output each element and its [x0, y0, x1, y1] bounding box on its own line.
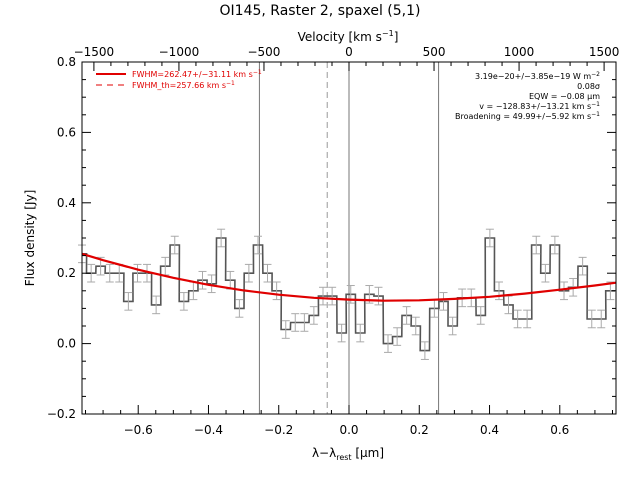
x-tick-label: −0.2	[264, 423, 293, 437]
x-axis-label-sub: rest	[336, 453, 351, 462]
annotation: Broadening = 49.99+/−5.92 km s−1	[455, 111, 600, 121]
x-tick-label: 0.2	[410, 423, 429, 437]
y-tick-label: 0.6	[57, 125, 76, 139]
top-axis-label: Velocity [km s−1]	[298, 29, 399, 44]
legend-label: FWHM=262.47+/−31.11 km s−1	[132, 69, 262, 79]
annotation-text: 3.19e−20+/−3.85e−19 W m	[475, 72, 591, 81]
y-tick-label: 0.0	[57, 337, 76, 351]
x-tick-label: −0.4	[194, 423, 223, 437]
top-tick-label: 1500	[589, 45, 620, 59]
top-tick-label: −1500	[74, 45, 115, 59]
x-axis-label: λ−λrest [μm]	[312, 446, 384, 462]
legend-label-text: FWHM=262.47+/−31.11 km s	[132, 70, 253, 79]
y-tick-label: 0.4	[57, 196, 76, 210]
x-axis-label-text: λ−λ	[312, 446, 336, 460]
top-tick-label: 0	[345, 45, 353, 59]
y-tick-label: 0.2	[57, 266, 76, 280]
top-tick-label: 1000	[504, 45, 535, 59]
y-axis-label: Flux density [Jy]	[23, 190, 37, 287]
annotation-text: Broadening = 49.99+/−5.92 km s	[455, 112, 591, 121]
annotation-text: v = −128.83+/−13.21 km s	[479, 102, 591, 111]
x-tick-label: 0.4	[480, 423, 499, 437]
annotation-text: EQW = −0.08 μm	[529, 92, 600, 101]
legend: FWHM=262.47+/−31.11 km s−1FWHM_th=257.66…	[96, 69, 262, 90]
top-axis-label-sup: −1	[382, 29, 394, 38]
legend-label-sup: −1	[226, 80, 235, 87]
fit-curve	[81, 252, 617, 302]
x-tick-label: 0.0	[339, 423, 358, 437]
annotation-text: 0.08σ	[577, 82, 600, 91]
top-tick-label: −500	[247, 45, 280, 59]
top-axis-label-text: Velocity [km s	[298, 30, 382, 44]
error-bars	[78, 228, 615, 360]
x-axis-label-unit: [μm]	[352, 446, 385, 460]
annotation-sup: −1	[591, 101, 600, 108]
annotation: 3.19e−20+/−3.85e−19 W m−2	[475, 71, 600, 81]
legend-label: FWHM_th=257.66 km s−1	[132, 80, 235, 90]
x-tick-label: −0.6	[124, 423, 153, 437]
y-tick-label: 0.8	[57, 55, 76, 69]
chart-title: OI145, Raster 2, spaxel (5,1)	[220, 3, 421, 19]
data-step-line	[82, 237, 615, 352]
y-tick-label: −0.2	[47, 407, 76, 421]
annotation: v = −128.83+/−13.21 km s−1	[479, 101, 600, 111]
annotation: EQW = −0.08 μm	[529, 92, 600, 101]
top-axis-label-end: ]	[394, 30, 399, 44]
legend-label-text: FWHM_th=257.66 km s	[132, 81, 226, 90]
annotation-sup: −1	[591, 111, 600, 118]
top-tick-label: −1000	[159, 45, 200, 59]
legend-label-sup: −1	[253, 69, 262, 76]
annotation-sup: −2	[591, 71, 600, 78]
plot-area: −0.6 −0.4 −0.2 0.0 0.2 0.4 0.6 −1500 −1000 −500 0 5…	[47, 45, 620, 437]
annotation: 0.08σ	[577, 82, 600, 91]
x-tick-label: 0.6	[550, 423, 569, 437]
top-tick-label: 500	[423, 45, 446, 59]
